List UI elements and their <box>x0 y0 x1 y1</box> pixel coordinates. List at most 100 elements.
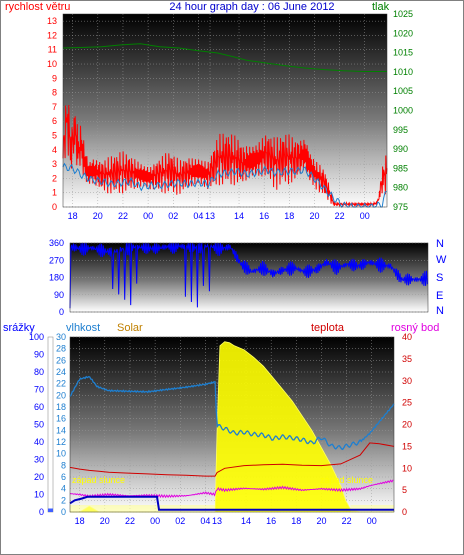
solar-tick-label: 22 <box>56 379 66 389</box>
chart-title: 24 hour graph day : 06 June 2012 <box>169 1 334 13</box>
solar-tick-label: 28 <box>56 344 66 354</box>
dewpoint-label: rosný bod <box>391 322 439 334</box>
x-tick-label: 20 <box>316 516 326 526</box>
x-tick-label: 00 <box>143 211 153 221</box>
compass-label: N <box>436 238 444 250</box>
temp-humidity-series <box>69 341 395 513</box>
pressure-tick-label: 995 <box>393 125 408 135</box>
x-tick-label: 22 <box>125 516 135 526</box>
x-tick-label: 22 <box>335 211 345 221</box>
pressure-tick-label: 1000 <box>393 106 413 116</box>
rain-tick-label: 20 <box>34 472 44 482</box>
series-temperature <box>69 442 395 477</box>
series-humidity <box>69 375 395 451</box>
x-tick-label: 20 <box>309 211 319 221</box>
rain-tick-label: 40 <box>34 437 44 447</box>
wind-tick-label: 1 <box>52 188 57 198</box>
temperature-tick-label: 40 <box>402 332 412 342</box>
wind-tick-label: 4 <box>52 145 57 155</box>
rain-tick-label: 30 <box>34 455 44 465</box>
compass-label: S <box>436 272 443 284</box>
wind-tick-label: 8 <box>52 88 57 98</box>
series-pressure <box>62 43 387 72</box>
x-tick-label: 00 <box>360 211 370 221</box>
compass-label: N <box>436 305 444 317</box>
wind-tick-label: 6 <box>52 116 57 126</box>
pressure-tick-label: 980 <box>393 183 408 193</box>
x-tick-label: 14 <box>241 516 251 526</box>
pressure-tick-label: 1025 <box>393 9 413 19</box>
wind-tick-label: 7 <box>52 102 57 112</box>
direction-tick-label: 270 <box>49 255 64 265</box>
solar-night-band <box>70 505 216 512</box>
plot-border <box>62 13 388 208</box>
compass-label: E <box>436 290 443 302</box>
x-tick-label: 18 <box>68 211 78 221</box>
temperature-tick-label: 15 <box>402 441 412 451</box>
wind-tick-label: 10 <box>47 59 57 69</box>
rain-tick-label: 50 <box>34 420 44 430</box>
direction-tick-label: 0 <box>59 307 64 317</box>
wind-direction-series <box>69 242 428 309</box>
wind-tick-label: 12 <box>47 30 57 40</box>
solar-tick-label: 18 <box>56 402 66 412</box>
solar-tick-label: 16 <box>56 414 66 424</box>
x-tick-label: 20 <box>100 516 110 526</box>
rain-gauge-fill <box>48 508 53 512</box>
temperature-label: teplota <box>311 322 345 334</box>
x-tick-label: 00 <box>367 516 377 526</box>
solar-tick-label: 4 <box>61 484 66 494</box>
x-tick-label: 04 <box>200 516 210 526</box>
solar-tick-label: 14 <box>56 425 66 435</box>
solar-tick-label: 24 <box>56 367 66 377</box>
series-dewpoint <box>69 479 394 499</box>
x-tick-label: 22 <box>342 516 352 526</box>
x-tick-label: 18 <box>284 211 294 221</box>
series-average-wind <box>62 162 387 208</box>
x-tick-label: 00 <box>150 516 160 526</box>
solar-tick-label: 20 <box>56 390 66 400</box>
solar-label: Solar <box>117 322 143 334</box>
wind-pressure-series <box>62 43 388 208</box>
solar-tick-label: 12 <box>56 437 66 447</box>
rain-label: srážky <box>3 322 35 334</box>
direction-tick-label: 90 <box>54 290 64 300</box>
solar-tick-label: 10 <box>56 449 66 459</box>
solar-tick-label: 0 <box>61 507 66 517</box>
wind-tick-label: 3 <box>52 159 57 169</box>
pressure-tick-label: 975 <box>393 202 408 212</box>
series-wind-direction <box>69 242 428 309</box>
sunset-annotation-1: západ slunce <box>72 475 125 485</box>
pressure-tick-label: 1010 <box>393 67 413 77</box>
solar-tick-label: 2 <box>61 495 66 505</box>
temperature-tick-label: 35 <box>402 354 412 364</box>
pressure-label: tlak <box>372 1 390 13</box>
x-tick-label: 22 <box>118 211 128 221</box>
wind-tick-label: 0 <box>52 202 57 212</box>
temperature-tick-label: 0 <box>402 507 407 517</box>
temperature-tick-label: 30 <box>402 376 412 386</box>
rain-tick-label: 80 <box>34 367 44 377</box>
wind-tick-label: 2 <box>52 173 57 183</box>
solar-tick-label: 8 <box>61 460 66 470</box>
x-tick-label: 18 <box>75 516 85 526</box>
x-tick-label: 04 <box>193 211 203 221</box>
solar-night-band <box>350 505 394 512</box>
wind-pressure-axes: 0123456789101112139759809859909951000100… <box>47 9 413 221</box>
solar-tick-label: 30 <box>56 332 66 342</box>
temp-humidity-axes: 0102030405060708090100024681012141618202… <box>29 332 412 526</box>
wind-tick-label: 11 <box>48 45 57 55</box>
sunset-annotation-2: západ slunce <box>320 475 373 485</box>
x-tick-label: 02 <box>175 516 185 526</box>
x-tick-label: 02 <box>168 211 178 221</box>
wind-tick-label: 13 <box>47 16 57 26</box>
rain-tick-label: 10 <box>34 490 44 500</box>
compass-label: W <box>436 254 447 266</box>
solar-tick-label: 26 <box>56 355 66 365</box>
humidity-label: vlhkost <box>66 322 100 334</box>
rain-tick-label: 60 <box>34 402 44 412</box>
plot-border <box>69 336 395 513</box>
temperature-tick-label: 5 <box>402 485 407 495</box>
pressure-tick-label: 1015 <box>393 48 413 58</box>
